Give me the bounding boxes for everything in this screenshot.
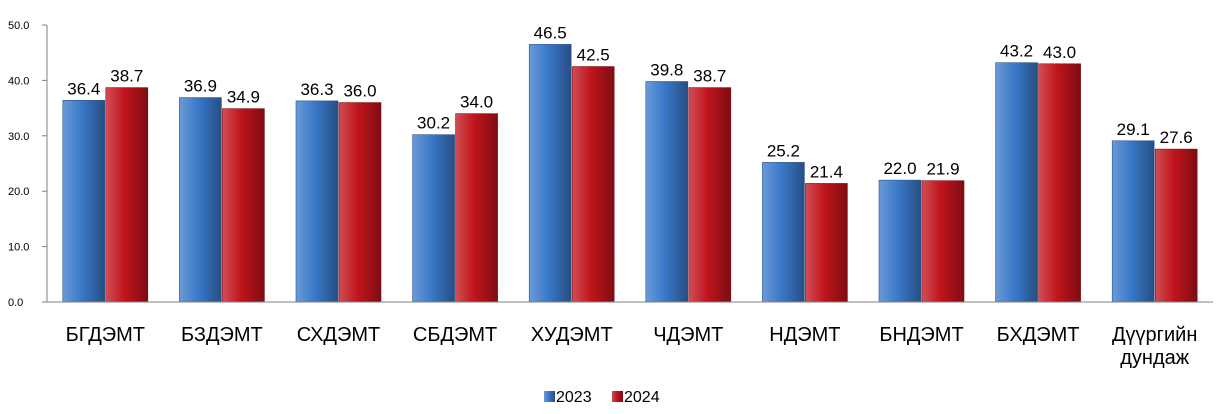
data-label-2024-5: 38.7 xyxy=(693,67,726,86)
data-label-2023-7: 22.0 xyxy=(883,159,916,178)
legend-label-2024: 2024 xyxy=(624,389,660,406)
data-label-2024-0: 38.7 xyxy=(110,67,143,86)
y-tick-label: 0.0 xyxy=(8,297,23,309)
y-axis: 0.0 10.0 20.0 30.0 40.0 50.0 xyxy=(8,20,48,309)
data-label-2023-9: 29.1 xyxy=(1117,120,1150,139)
data-label-2023-2: 36.3 xyxy=(300,80,333,99)
bar-2023-9 xyxy=(1111,140,1155,303)
y-tick-label: 30.0 xyxy=(8,131,29,143)
bar-series xyxy=(62,44,1198,303)
data-label-2023-6: 25.2 xyxy=(767,141,800,160)
x-tick-label: СХДЭМТ xyxy=(297,324,380,346)
bar-2023-0 xyxy=(62,100,106,303)
bar-2024-8 xyxy=(1038,63,1081,303)
data-labels: 36.4 38.7 36.9 34.9 36.3 36.0 30.2 34.0 46.5 42.5… xyxy=(67,23,1192,181)
data-label-2023-5: 39.8 xyxy=(650,61,683,80)
x-tick-label: БХДЭМТ xyxy=(997,324,1080,346)
data-label-2024-8: 43.0 xyxy=(1043,43,1076,62)
data-label-2024-4: 42.5 xyxy=(577,46,610,65)
bar-2023-1 xyxy=(179,97,222,303)
data-label-2023-4: 46.5 xyxy=(534,23,567,42)
x-tick-label: дундаж xyxy=(1120,347,1190,369)
data-label-2023-0: 36.4 xyxy=(67,79,100,98)
data-label-2024-1: 34.9 xyxy=(227,88,260,107)
bar-2024-7 xyxy=(921,180,965,303)
legend-swatch-2023 xyxy=(544,391,555,402)
bar-2023-4 xyxy=(528,44,572,303)
legend: 2023 2024 xyxy=(544,389,660,406)
bar-2024-5 xyxy=(688,87,732,303)
x-tick-label: ЧДЭМТ xyxy=(653,324,723,346)
legend-swatch-2024 xyxy=(612,391,623,402)
data-label-2024-6: 21.4 xyxy=(810,162,843,181)
y-tick-label: 50.0 xyxy=(8,20,29,32)
bar-2024-3 xyxy=(455,113,498,303)
bar-2023-2 xyxy=(295,100,339,303)
x-tick-label: СБДЭМТ xyxy=(413,324,497,346)
legend-label-2023: 2023 xyxy=(556,389,592,406)
x-tick-label: БЗДЭМТ xyxy=(181,324,263,346)
x-axis: БГДЭМТ БЗДЭМТ СХДЭМТ СБДЭМТ ХУДЭМТ ЧДЭМТ НДЭМТ… xyxy=(47,301,1213,369)
data-label-2024-9: 27.6 xyxy=(1160,128,1193,147)
x-tick-label: БНДЭМТ xyxy=(879,324,963,346)
bar-2023-3 xyxy=(412,134,455,303)
bar-2024-0 xyxy=(105,87,149,303)
bar-2024-1 xyxy=(222,108,265,303)
bar-2024-2 xyxy=(338,102,382,303)
y-tick-label: 40.0 xyxy=(8,75,29,87)
data-label-2023-1: 36.9 xyxy=(184,77,217,96)
y-tick-label: 10.0 xyxy=(8,242,29,254)
data-label-2024-2: 36.0 xyxy=(343,82,376,101)
bar-2023-8 xyxy=(995,62,1038,303)
data-label-2023-8: 43.2 xyxy=(1000,42,1033,61)
bar-2024-9 xyxy=(1154,148,1198,303)
bar-2023-7 xyxy=(878,179,922,303)
y-tick-label: 20.0 xyxy=(8,186,29,198)
data-label-2024-3: 34.0 xyxy=(460,93,493,112)
bar-2023-5 xyxy=(645,81,689,303)
bar-2024-6 xyxy=(805,183,848,303)
bar-2023-6 xyxy=(762,162,805,303)
x-tick-label: ХУДЭМТ xyxy=(531,324,613,346)
data-label-2024-7: 21.9 xyxy=(926,160,959,179)
data-label-2023-3: 30.2 xyxy=(417,114,450,133)
x-tick-label: БГДЭМТ xyxy=(66,324,145,346)
bar-2024-4 xyxy=(571,66,615,303)
x-tick-label: НДЭМТ xyxy=(769,324,840,346)
x-tick-label: Дүүргийн xyxy=(1112,324,1197,346)
